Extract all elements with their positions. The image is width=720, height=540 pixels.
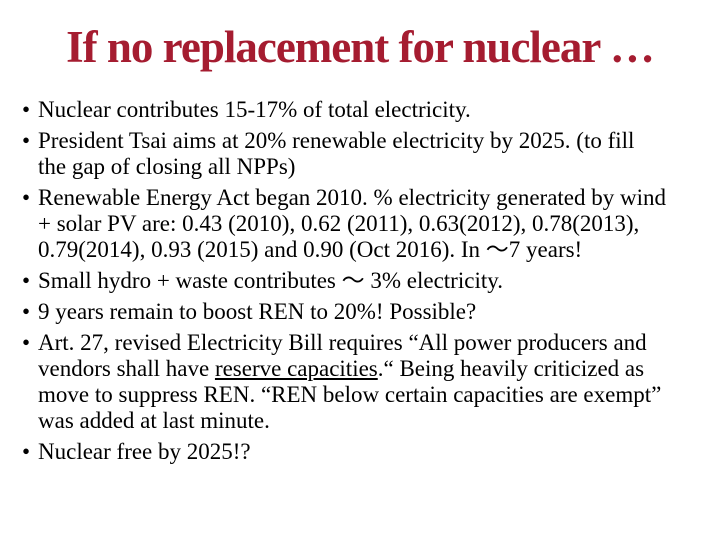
bullet-marker: • <box>22 128 31 153</box>
bullet-item: • Art. 27, revised Electricity Bill requi… <box>22 330 706 434</box>
bullet-text: President Tsai aims at 20% renewable ele… <box>38 128 635 179</box>
bullet-marker: • <box>22 185 31 210</box>
bullet-item: • 9 years remain to boost REN to 20%! Pos… <box>22 299 706 325</box>
bullet-text: Small hydro + waste contributes ～ 3% ele… <box>38 268 503 293</box>
bullet-marker: • <box>22 330 31 355</box>
bullet-marker: • <box>22 268 31 293</box>
bullet-text: .“ Being heavily criticized as move to s… <box>38 356 662 433</box>
bullet-text: Renewable Energy Act began 2010. % elect… <box>38 185 667 262</box>
bullet-list: • Nuclear contributes 15-17% of total ele… <box>22 97 706 465</box>
bullet-text: Art. 27, revised Electricity Bill requir… <box>38 330 647 381</box>
bullet-text: 9 years remain to boost REN to 20%! Poss… <box>38 299 477 324</box>
bullet-item: • Nuclear free by 2025!? <box>22 439 706 465</box>
bullet-marker: • <box>22 439 31 464</box>
bullet-marker: • <box>22 97 31 122</box>
bullet-item: • Nuclear contributes 15-17% of total ele… <box>22 97 706 123</box>
underlined-text: reserve capacities <box>214 356 378 381</box>
slide-title: If no replacement for nuclear … <box>66 22 655 72</box>
bullet-item: • President Tsai aims at 20% renewable el… <box>22 128 706 180</box>
bullet-text: Nuclear free by 2025!? <box>38 439 251 464</box>
bullet-item: • Renewable Energy Act began 2010. % elec… <box>22 185 706 263</box>
bullet-item: • Small hydro + waste contributes ～ 3% el… <box>22 268 706 294</box>
bullet-marker: • <box>22 299 31 324</box>
bullet-text: Nuclear contributes 15-17% of total elec… <box>38 97 471 122</box>
